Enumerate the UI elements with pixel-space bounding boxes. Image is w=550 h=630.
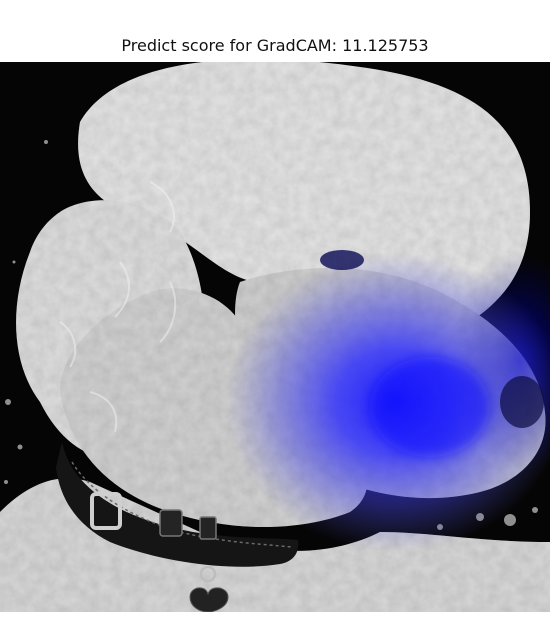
gradcam-heatmap-image (0, 62, 550, 612)
figure-title: Predict score for GradCAM: 11.125753 (121, 36, 429, 55)
